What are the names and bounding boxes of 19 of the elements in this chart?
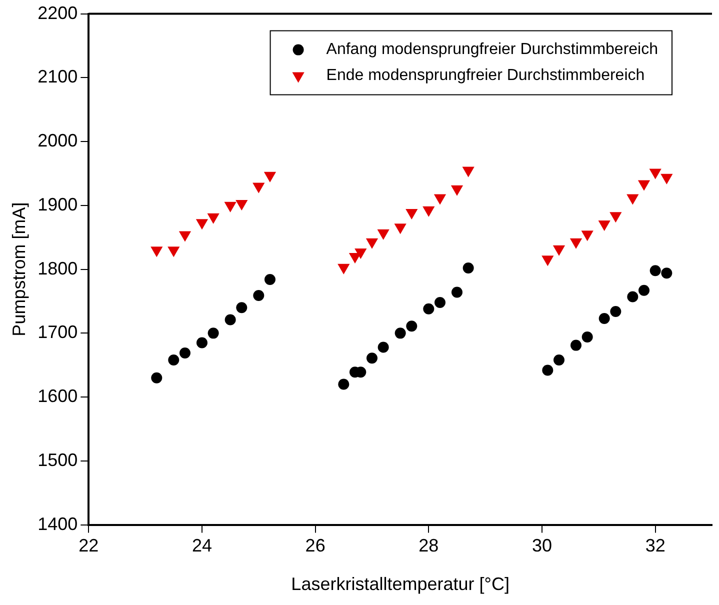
x-tick-label: 22 [78,536,99,556]
legend-label: Ende modensprungfreier Durchstimmbereich [326,67,645,84]
y-tick-label: 1400 [38,514,78,534]
x-axis-title: Laserkristalltemperatur [°C] [291,574,510,594]
y-tick-label: 2200 [38,2,78,23]
y-tick-label: 1800 [38,258,78,278]
y-axis-title: Pumpstrom [mA] [8,202,29,336]
legend-label: Anfang modensprungfreier Durchstimmbereich [326,41,658,58]
x-tick-label: 26 [305,536,326,556]
y-tick-label: 1500 [38,450,78,470]
x-tick-label: 28 [418,536,439,556]
y-tick-label: 1900 [38,194,78,214]
x-tick-label: 24 [192,536,212,556]
x-tick-label: 30 [532,536,552,556]
x-tick-label: 32 [645,536,666,556]
y-tick-label: 1700 [38,322,78,342]
y-tick-label: 1600 [38,386,78,406]
y-tick-label: 2000 [38,130,78,151]
y-tick-label: 2100 [38,66,78,87]
